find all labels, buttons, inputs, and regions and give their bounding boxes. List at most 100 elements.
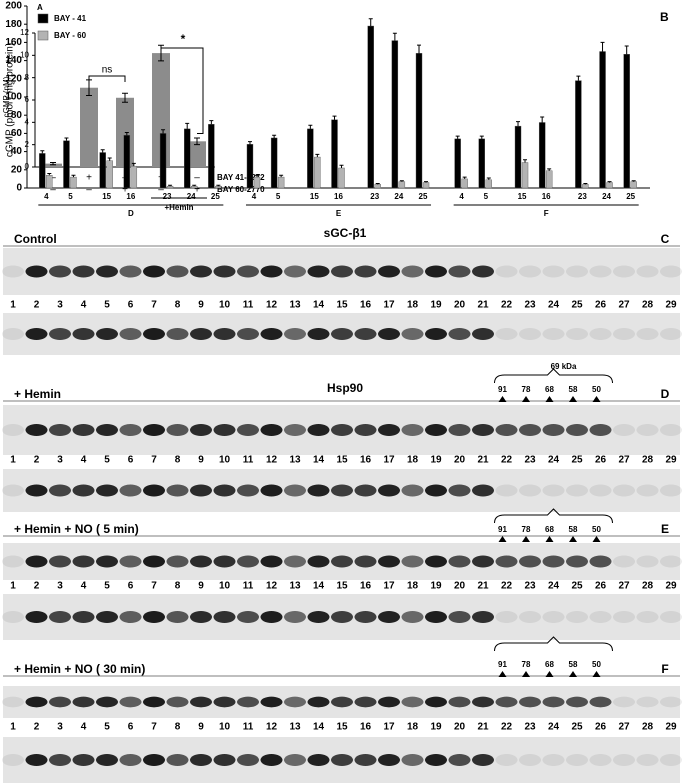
lane-number: 24 [548,455,560,466]
lane-number: 19 [430,455,442,466]
x-tick-label: 4 [44,192,49,201]
bar [606,182,613,189]
blot-band [96,265,118,278]
bar [599,51,606,189]
lane-number: 14 [313,722,325,733]
lane-number: 8 [175,300,181,311]
blot-band [213,328,236,340]
blot-band [143,265,165,278]
blot-band [2,328,24,340]
blot-band [166,424,189,436]
error-bar [399,180,404,182]
blot-band [495,328,518,340]
blot-band [96,754,118,766]
lane-number: 11 [243,581,254,592]
size-marker: 91 [498,525,507,534]
blot-band [542,424,565,436]
blot-band [378,611,400,623]
lane-number: 1 [10,581,16,592]
blot-band [542,555,565,568]
condition-sign: – [194,173,200,184]
y-axis-label: cGMP (nM) [2,76,11,117]
lane-number: 11 [243,300,254,311]
blot-band [213,611,236,623]
blot-band [72,555,95,568]
blot-band [72,611,95,623]
lane-number: 4 [81,581,87,592]
lane-number: 26 [595,455,607,466]
lane-number: 7 [151,300,157,311]
lane-number: 3 [57,455,63,466]
lane-number: 18 [407,455,419,466]
x-tick-label: 24 [187,192,196,201]
lane-number: 7 [151,722,157,733]
x-tick-label: 16 [126,192,135,201]
lane-number: 23 [524,455,536,466]
blot-band [143,696,165,708]
lane-number: 1 [10,455,16,466]
lane-number: 7 [151,455,157,466]
error-bar [254,174,259,178]
lane-number: 18 [407,722,419,733]
bar [277,176,285,189]
error-bar [50,162,56,166]
error-bar [272,134,277,138]
error-bar [624,45,629,55]
size-marker: 58 [569,525,578,534]
lane-number: 14 [313,455,325,466]
y-tick-label: 0 [16,183,22,194]
bar [191,185,198,189]
blot-band [237,555,259,568]
blot-band [190,265,212,278]
blot-band [636,265,659,278]
blot-band [566,328,588,340]
x-tick-label: 4 [459,192,464,201]
blot-band [49,555,71,568]
blot-band [25,484,48,497]
error-bar [122,92,128,103]
error-bar [64,137,69,141]
blot-band [589,265,612,278]
blot-band [237,611,259,623]
blot-band [237,754,259,766]
lane-number: 2 [34,581,40,592]
legend-label: BAY - 41 [54,14,87,23]
blot-band [472,696,494,708]
blot-band [96,696,118,708]
size-marker: 78 [522,385,531,394]
group-label: D [128,209,134,218]
bar [454,138,461,189]
lane-number: 15 [336,455,348,466]
blot-band [425,328,447,340]
blot-band [213,265,236,278]
lane-number: 25 [571,722,583,733]
marker-arrow [569,671,577,677]
blot-band [472,328,494,340]
blot-band [237,328,259,340]
blot-band [448,484,471,497]
blot-band [613,328,635,340]
lane-number: 9 [198,722,204,733]
lane-number: 6 [128,300,134,311]
blot-band [190,754,212,766]
bar [106,160,113,189]
blot-band [589,611,612,623]
blot-band [213,555,236,568]
lane-number: 20 [454,455,466,466]
bar [159,133,167,189]
lane-number: 21 [477,455,489,466]
blot-band [284,424,306,436]
error-bar [576,75,581,81]
x-tick-label: 5 [276,192,281,201]
blot-band [237,424,259,436]
lane-number: 2 [34,455,40,466]
blot-band [307,555,330,568]
lane-number: 25 [571,581,583,592]
bar [184,128,191,189]
lane-number: 9 [198,300,204,311]
blot-band [96,484,118,497]
lane-number: 24 [548,581,560,592]
lane-number: 14 [313,300,325,311]
blot-band [237,265,259,278]
blot-band [613,484,635,497]
